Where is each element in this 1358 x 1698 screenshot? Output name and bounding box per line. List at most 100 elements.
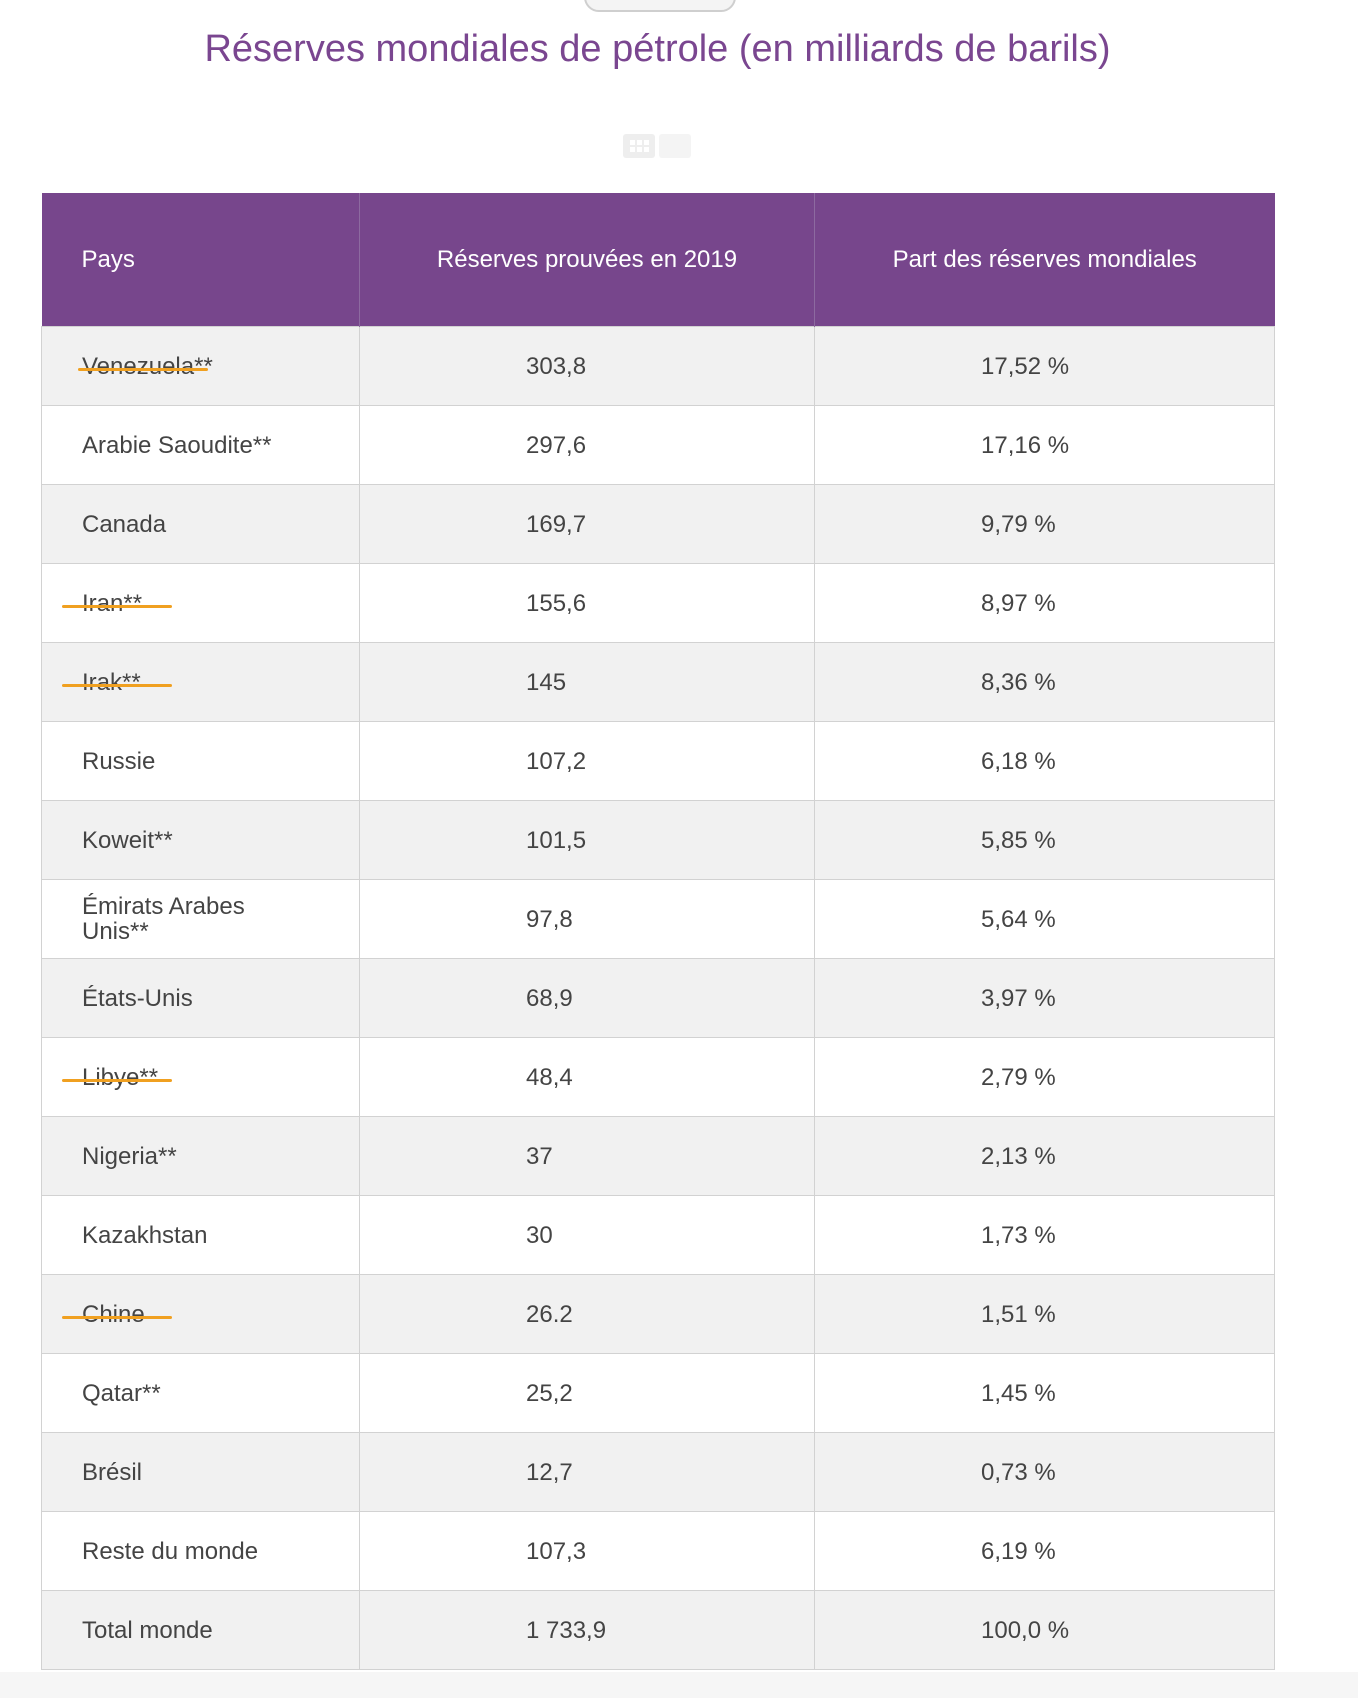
- table-row: Russie 107,2 6,18 %: [41, 721, 1275, 801]
- cell-share-text: 2,13 %: [981, 1142, 1056, 1170]
- table-row: États-Unis 68,9 3,97 %: [41, 958, 1275, 1038]
- cell-country: Arabie Saoudite**: [41, 405, 360, 485]
- table-row: Libye** 48,4 2,79 %: [41, 1037, 1275, 1117]
- table-row: Qatar** 25,2 1,45 %: [41, 1353, 1275, 1433]
- table-row: Venezuela** 303,8 17,52 %: [41, 326, 1275, 406]
- cell-reserves: 25,2: [359, 1353, 815, 1433]
- cell-reserves: 68,9: [359, 958, 815, 1038]
- cell-share: 1,51 %: [814, 1274, 1275, 1354]
- cell-country: Iran**: [41, 563, 360, 643]
- cell-share-text: 8,36 %: [981, 668, 1056, 696]
- cell-share: 6,19 %: [814, 1511, 1275, 1591]
- cell-share: 0,73 %: [814, 1432, 1275, 1512]
- cell-reserves: 97,8: [359, 879, 815, 959]
- list-view-button[interactable]: [659, 134, 691, 158]
- cell-country: Chine: [41, 1274, 360, 1354]
- header-reserves[interactable]: Réserves prouvées en 2019: [359, 193, 815, 327]
- cell-country: Canada: [41, 484, 360, 564]
- cell-reserves: 30: [359, 1195, 815, 1275]
- cell-country-text: Émirats Arabes Unis**: [82, 893, 245, 945]
- cell-reserves: 26.2: [359, 1274, 815, 1354]
- cell-share-text: 5,64 %: [981, 905, 1056, 933]
- cell-share-text: 100,0 %: [981, 1616, 1070, 1644]
- cell-share: 8,36 %: [814, 642, 1275, 722]
- table-row: Arabie Saoudite** 297,6 17,16 %: [41, 405, 1275, 485]
- cell-share: 2,13 %: [814, 1116, 1275, 1196]
- cell-country-text: Iran**: [82, 589, 143, 617]
- cell-country-text: Irak**: [82, 668, 141, 696]
- table-row: Brésil 12,7 0,73 %: [41, 1432, 1275, 1512]
- cell-share: 2,79 %: [814, 1037, 1275, 1117]
- cell-reserves-text: 107,2: [526, 747, 587, 775]
- cell-country: Brésil: [41, 1432, 360, 1512]
- cell-country-text: Koweit**: [82, 826, 173, 854]
- cell-share: 100,0 %: [814, 1590, 1275, 1670]
- top-tab[interactable]: [584, 0, 736, 12]
- cell-reserves-text: 30: [526, 1221, 553, 1249]
- cell-country: Qatar**: [41, 1353, 360, 1433]
- cell-reserves: 101,5: [359, 800, 815, 880]
- cell-reserves: 169,7: [359, 484, 815, 564]
- cell-reserves: 145: [359, 642, 815, 722]
- cell-country: Reste du monde: [41, 1511, 360, 1591]
- table-row: Nigeria** 37 2,13 %: [41, 1116, 1275, 1196]
- table-row: Reste du monde 107,3 6,19 %: [41, 1511, 1275, 1591]
- cell-share-text: 6,19 %: [981, 1537, 1056, 1565]
- cell-reserves-text: 303,8: [526, 352, 587, 380]
- cell-share-text: 1,51 %: [981, 1300, 1056, 1328]
- cell-country-text: Kazakhstan: [82, 1221, 208, 1249]
- strikethrough-annotation: [62, 1079, 172, 1082]
- header-country[interactable]: Pays: [41, 193, 360, 327]
- cell-reserves: 297,6: [359, 405, 815, 485]
- cell-country: Émirats Arabes Unis**: [41, 879, 360, 959]
- cell-country-text: Libye**: [82, 1063, 159, 1091]
- table-row: Kazakhstan 30 1,73 %: [41, 1195, 1275, 1275]
- cell-reserves-text: 48,4: [526, 1063, 573, 1091]
- cell-reserves-text: 37: [526, 1142, 553, 1170]
- grid-icon: [629, 140, 649, 152]
- cell-country: Nigeria**: [41, 1116, 360, 1196]
- cell-reserves-text: 1 733,9: [526, 1616, 607, 1644]
- cell-reserves-text: 101,5: [526, 826, 587, 854]
- cell-share: 1,45 %: [814, 1353, 1275, 1433]
- header-share[interactable]: Part des réserves mondiales: [814, 193, 1275, 327]
- cell-share-text: 3,97 %: [981, 984, 1056, 1012]
- cell-country-text: Reste du monde: [82, 1537, 259, 1565]
- cell-share-text: 0,73 %: [981, 1458, 1056, 1486]
- cell-reserves: 37: [359, 1116, 815, 1196]
- cell-country: Kazakhstan: [41, 1195, 360, 1275]
- page-title: Réserves mondiales de pétrole (en millia…: [204, 28, 1111, 70]
- cell-reserves: 155,6: [359, 563, 815, 643]
- cell-share: 5,85 %: [814, 800, 1275, 880]
- cell-country-text: Venezuela**: [82, 352, 213, 380]
- cell-country-text: Canada: [82, 510, 167, 538]
- table-row: Irak** 145 8,36 %: [41, 642, 1275, 722]
- cell-share-text: 6,18 %: [981, 747, 1056, 775]
- cell-share-text: 8,97 %: [981, 589, 1056, 617]
- cell-reserves-text: 297,6: [526, 431, 587, 459]
- view-toggle: [623, 134, 691, 158]
- cell-reserves: 107,2: [359, 721, 815, 801]
- cell-share: 1,73 %: [814, 1195, 1275, 1275]
- reserves-table: Pays Réserves prouvées en 2019 Part des …: [41, 193, 1275, 1670]
- cell-share-text: 2,79 %: [981, 1063, 1056, 1091]
- cell-share-text: 17,52 %: [981, 352, 1070, 380]
- cell-reserves-text: 26.2: [526, 1300, 573, 1328]
- cell-share: 9,79 %: [814, 484, 1275, 564]
- cell-share: 3,97 %: [814, 958, 1275, 1038]
- table-row: Canada 169,7 9,79 %: [41, 484, 1275, 564]
- grid-view-button[interactable]: [623, 134, 655, 158]
- cell-reserves: 303,8: [359, 326, 815, 406]
- cell-country-text: Nigeria**: [82, 1142, 177, 1170]
- strikethrough-annotation: [62, 684, 172, 687]
- cell-country-text: Brésil: [82, 1458, 143, 1486]
- cell-country-text: Chine: [82, 1300, 145, 1328]
- table-row: Émirats Arabes Unis** 97,8 5,64 %: [41, 879, 1275, 959]
- cell-reserves: 12,7: [359, 1432, 815, 1512]
- cell-country-text: Total monde: [82, 1616, 213, 1644]
- table-row: Iran** 155,6 8,97 %: [41, 563, 1275, 643]
- cell-reserves: 1 733,9: [359, 1590, 815, 1670]
- cell-reserves: 107,3: [359, 1511, 815, 1591]
- cell-reserves-text: 155,6: [526, 589, 587, 617]
- strikethrough-annotation: [78, 368, 208, 371]
